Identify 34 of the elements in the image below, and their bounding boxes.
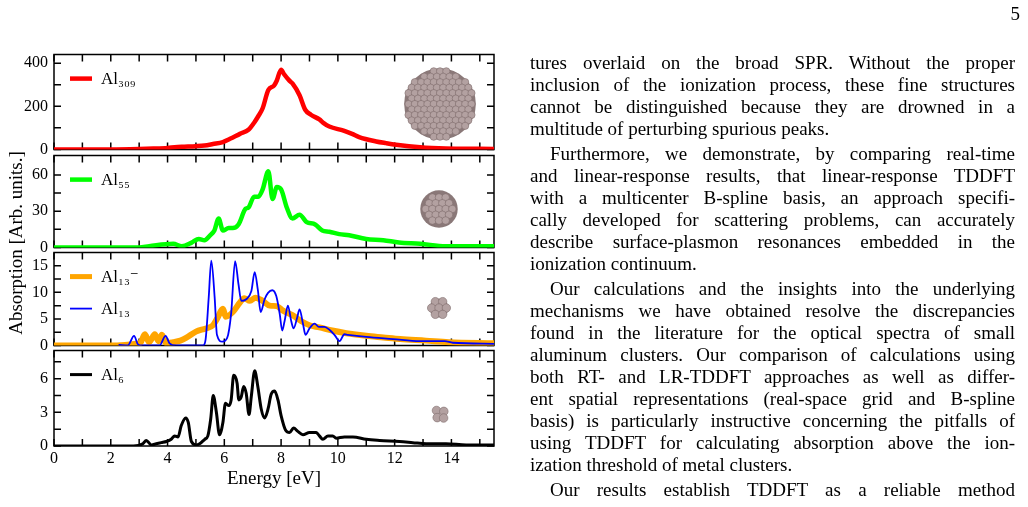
- x-tick-label: 14: [443, 448, 460, 466]
- x-tick-label: 2: [106, 448, 115, 466]
- line-series: [54, 67, 494, 150]
- x-tick-label: 6: [220, 448, 229, 466]
- line-series: [54, 169, 494, 248]
- y-tick-label: 0: [40, 237, 48, 255]
- legend-label: Al₁₃⁻: [101, 267, 139, 287]
- legend-label: Al₁₃: [101, 299, 130, 319]
- y-tick-label: 0: [40, 335, 48, 353]
- text: Our calculations and the insights into the underlying mechanisms we have obtained resolve the discrepancies found in the literature for the optical spectra of small aluminum clusters. Our comparison of calculations using both RT- and LR-TDDFT approaches as well as differ- ent spatial representations (real-space grid and B-spline basis) is particularly instructive concerning the pitfalls of using TDDFT for calculating absorption above the ion- ization threshold of metal clusters.: [530, 278, 1015, 475]
- legend-label: Al₃₀₉: [101, 69, 136, 89]
- legend-label: Al₅₅: [101, 170, 130, 190]
- x-tick-label: 8: [277, 448, 286, 466]
- y-tick-label: 60: [32, 165, 48, 183]
- x-tick-label: 12: [386, 448, 403, 466]
- y-tick-label: 400: [24, 53, 48, 71]
- y-tick-label: 15: [32, 256, 48, 274]
- legend-label: Al₆: [101, 365, 124, 385]
- y-tick-label: 200: [24, 96, 48, 114]
- y-axis-title: Absorption [Arb. units.]: [5, 151, 27, 335]
- y-tick-label: 3: [40, 402, 48, 420]
- y-tick-label: 10: [32, 282, 48, 300]
- x-tick-label: 4: [163, 448, 172, 466]
- text: Furthermore, we demonstrate, by comparing real-time and linear-response results, that linear-response TDDFT with a multicenter B-spline basis, an approach specifi- cally developed for scattering problems, can accurately describe surface-plasmon resonances embedded in the ionization continuum.: [530, 143, 1015, 275]
- x-tick-label: 10: [329, 448, 346, 466]
- x-axis-title: Energy [eV]: [226, 466, 322, 488]
- y-tick-label: 0: [40, 139, 48, 157]
- y-tick-label: 0: [40, 436, 48, 454]
- text: Our results establish TDDFT as a reliable method: [549, 479, 1015, 501]
- text: 5: [1010, 3, 1020, 25]
- y-tick-label: 6: [40, 368, 48, 386]
- text: tures overlaid on the broad SPR. Without the proper inclusion of the ionization process, these fine structures cannot be distinguished because they are drowned in a multitude of perturbing spurious peaks.: [530, 52, 1015, 140]
- y-tick-label: 30: [32, 201, 48, 219]
- y-tick-label: 5: [40, 309, 48, 327]
